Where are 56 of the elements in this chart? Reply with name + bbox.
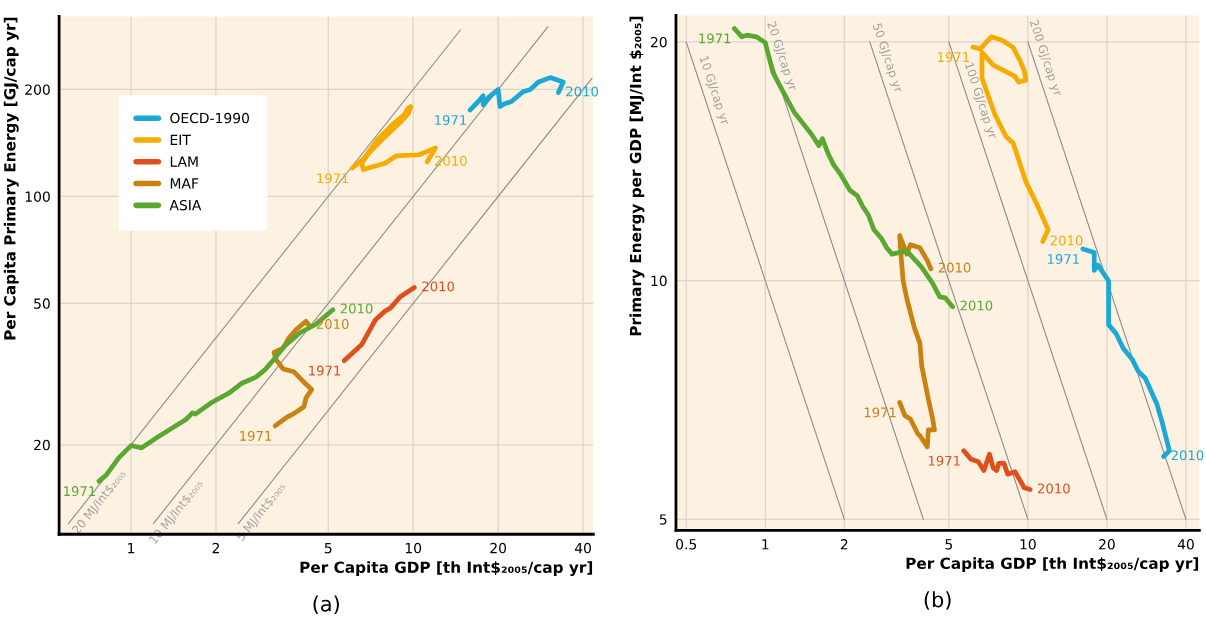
y-tick-label: 100 (25, 191, 50, 202)
annotation: 1971 (928, 455, 960, 466)
y-axis-title: Per Capita Primary Energy [GJ/cap yr] (3, 17, 19, 340)
x-tick-label: 0.5 (676, 539, 697, 550)
annotation: 2010 (1038, 483, 1070, 494)
annotation: 100 GJ/cap yr (962, 62, 998, 141)
annotation: 2010 (434, 155, 467, 166)
line-series (897, 233, 937, 450)
annotation: 1971 (699, 33, 731, 44)
x-tick-label: 2 (840, 539, 848, 550)
x-tick-label: 2 (212, 542, 219, 554)
annotation: 1971 (240, 430, 272, 441)
x-tick-label: 1 (128, 543, 135, 554)
annotation: 2010 (960, 300, 993, 311)
annotation: 20 GJ/cap yr (764, 20, 798, 93)
annotation: 2010 (1050, 235, 1083, 246)
legend-label: LAM (170, 156, 198, 167)
annotation: 200 GJ/cap yr (1027, 19, 1063, 98)
annotation: 1971 (309, 365, 341, 376)
annotation: 1971 (317, 173, 349, 184)
legend-label: MAF (170, 178, 199, 189)
y-tick-label: 10 (651, 275, 667, 287)
x-tick-label: 40 (574, 542, 591, 554)
annotation: 2010 (422, 281, 455, 292)
annotation: 1971 (1047, 254, 1079, 264)
annotation: 10 GJ/cap yr (697, 55, 731, 127)
x-tick-label: 40 (1177, 539, 1194, 550)
annotation: 2010 (340, 303, 373, 314)
y-tick-label: 5 (659, 514, 667, 525)
x-tick-label: 5 (945, 539, 953, 550)
y-tick-label: 200 (25, 84, 50, 95)
annotation: 1971 (938, 52, 969, 63)
legend-label: EIT (170, 134, 191, 145)
annotation: 2010 (316, 319, 349, 330)
annotation: 2010 (938, 262, 971, 273)
legend-label: OECD-1990 (170, 112, 249, 124)
x-axis-title: Per Capita GDP [th Int$₂₀₀₅/cap yr] (906, 557, 1199, 573)
y-tick-label: 20 (34, 439, 50, 451)
y-tick-label: 50 (34, 298, 50, 309)
x-tick-label: 10 (1020, 539, 1036, 550)
x-tick-label: 1 (762, 539, 769, 550)
legend-label: ASIA (169, 199, 202, 211)
annotation: 2010 (566, 86, 599, 97)
x-tick-label: 10 (405, 542, 422, 554)
x-tick-label: 20 (1099, 539, 1115, 550)
y-axis-title: Primary Energy per GDP [MJ/Int $₂₀₀₅] (629, 16, 645, 336)
x-axis-title: Per Capita GDP [th Int$₂₀₀₅/cap yr] (300, 561, 593, 577)
x-tick-label: 20 (490, 542, 507, 554)
text: (b) (924, 591, 951, 610)
annotation: 50 GJ/cap yr (870, 22, 904, 94)
annotation: 2010 (1171, 450, 1204, 461)
y-tick-label: 20 (650, 36, 667, 48)
text: (a) (313, 595, 339, 615)
x-tick-label: 5 (324, 543, 332, 554)
annotation: 1971 (864, 407, 896, 418)
annotation: 1971 (435, 115, 467, 126)
